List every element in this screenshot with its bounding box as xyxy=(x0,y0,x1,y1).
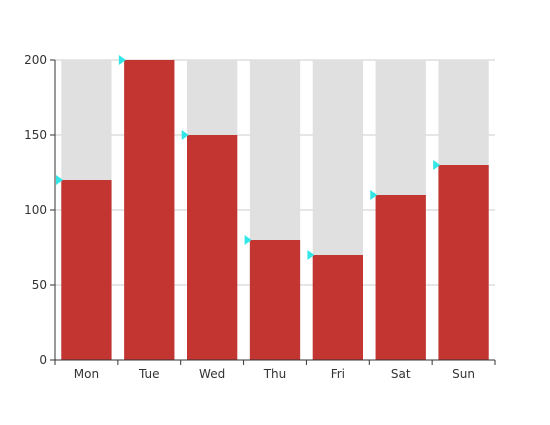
value-marker-tue xyxy=(118,55,126,65)
bar-sun xyxy=(438,165,489,360)
value-marker-thu xyxy=(244,235,252,245)
x-tick-label-thu: Thu xyxy=(263,367,287,381)
bar-tue xyxy=(124,60,175,360)
x-tick-label-mon: Mon xyxy=(74,367,99,381)
x-tick-label-sun: Sun xyxy=(452,367,475,381)
value-marker-sun xyxy=(433,160,441,170)
bar-mon xyxy=(61,180,112,360)
y-tick-label-1: 50 xyxy=(32,278,47,292)
bar-sat xyxy=(375,195,426,360)
x-tick-label-wed: Wed xyxy=(199,367,225,381)
y-tick-label-4: 200 xyxy=(24,53,47,67)
bar-fri xyxy=(312,255,363,360)
x-tick-label-tue: Tue xyxy=(138,367,160,381)
value-marker-mon xyxy=(56,175,63,185)
y-tick-label-2: 100 xyxy=(24,203,47,217)
y-tick-label-0: 0 xyxy=(39,353,47,367)
bar-thu xyxy=(249,240,301,360)
value-marker-sat xyxy=(370,190,378,200)
y-tick-label-3: 150 xyxy=(24,128,47,142)
bar-wed xyxy=(187,135,238,360)
value-marker-fri xyxy=(307,250,315,260)
value-marker-wed xyxy=(181,130,189,140)
x-tick-label-sat: Sat xyxy=(391,367,411,381)
x-tick-label-fri: Fri xyxy=(331,367,345,381)
